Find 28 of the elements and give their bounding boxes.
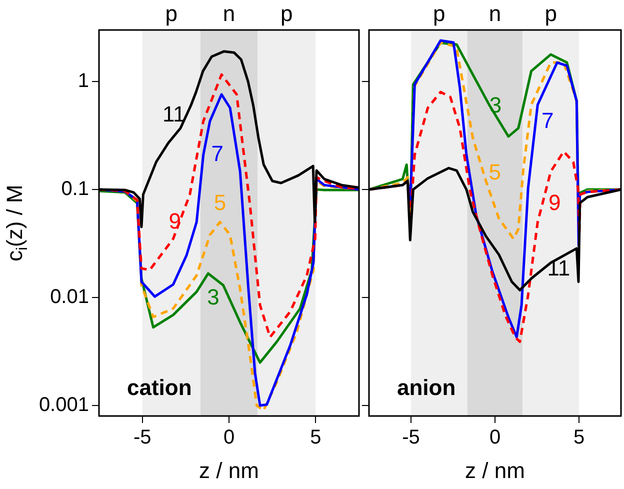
x-tick-label: -5	[133, 426, 152, 449]
annotation: 7	[211, 140, 224, 166]
y-tick-label: 0.1	[61, 178, 89, 200]
x-tick-label: 5	[310, 426, 322, 449]
annotation: 11	[162, 102, 186, 127]
annotation: 5	[214, 190, 226, 216]
annotation: 7	[542, 108, 554, 133]
y-tick-label: 1	[78, 70, 89, 92]
y-tick-label: 0.001	[38, 394, 89, 416]
x-axis-title: z / nm	[465, 458, 525, 483]
band-label: n	[488, 1, 502, 26]
annotation: 9	[548, 190, 561, 216]
x-tick-label: 0	[223, 426, 235, 449]
band-label: n	[222, 1, 236, 26]
x-tick-label: 5	[573, 426, 585, 449]
band-label: p	[165, 1, 178, 26]
x-tick-label: 0	[489, 426, 501, 449]
y-tick-label: 0.01	[50, 286, 89, 308]
band-label: p	[433, 1, 446, 26]
x-tick-label: -5	[402, 426, 420, 449]
band-label: p	[280, 1, 293, 26]
band-label: p	[544, 1, 557, 26]
annotation: anion	[397, 375, 456, 400]
annotation: cation	[127, 375, 192, 400]
x-axis-title: z / nm	[199, 458, 259, 483]
y-axis-title: ci(z) / M	[2, 184, 31, 262]
annotation: 3	[207, 284, 220, 310]
annotation: 5	[488, 159, 501, 184]
